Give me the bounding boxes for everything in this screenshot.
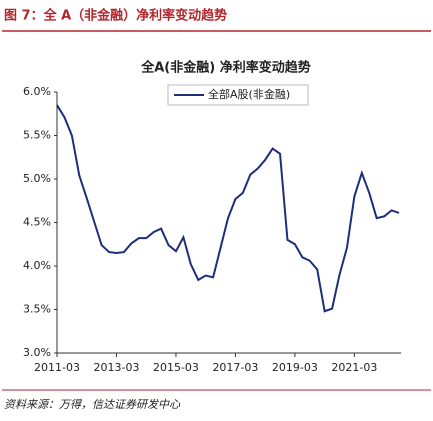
x-tick-label: 2017-03 [212,361,258,374]
y-tick-label: 4.0% [23,259,51,272]
x-tick-label: 2019-03 [272,361,318,374]
legend-label: 全部A股(非金融) [208,87,290,101]
series-line [56,104,400,313]
x-tick-label: 2013-03 [93,361,139,374]
x-tick-label: 2011-03 [34,361,80,374]
x-tick-label: 2021-03 [331,361,377,374]
source-note: 资料来源：万得，信达证券研发中心 [4,398,181,411]
y-tick-label: 5.0% [23,172,51,185]
x-tick-label: 2015-03 [153,361,199,374]
y-tick-label: 5.5% [23,129,51,142]
y-tick-label: 6.0% [23,85,51,98]
y-tick-label: 4.5% [23,216,51,229]
y-tick-label: 3.5% [23,303,51,316]
legend-box [167,84,309,106]
y-tick-label: 3.0% [23,346,51,359]
chart-title: 全A(非金融) 净利率变动趋势 [140,60,310,76]
figure-header: 图 7：全 A（非金融）净利率变动趋势 [4,8,227,24]
